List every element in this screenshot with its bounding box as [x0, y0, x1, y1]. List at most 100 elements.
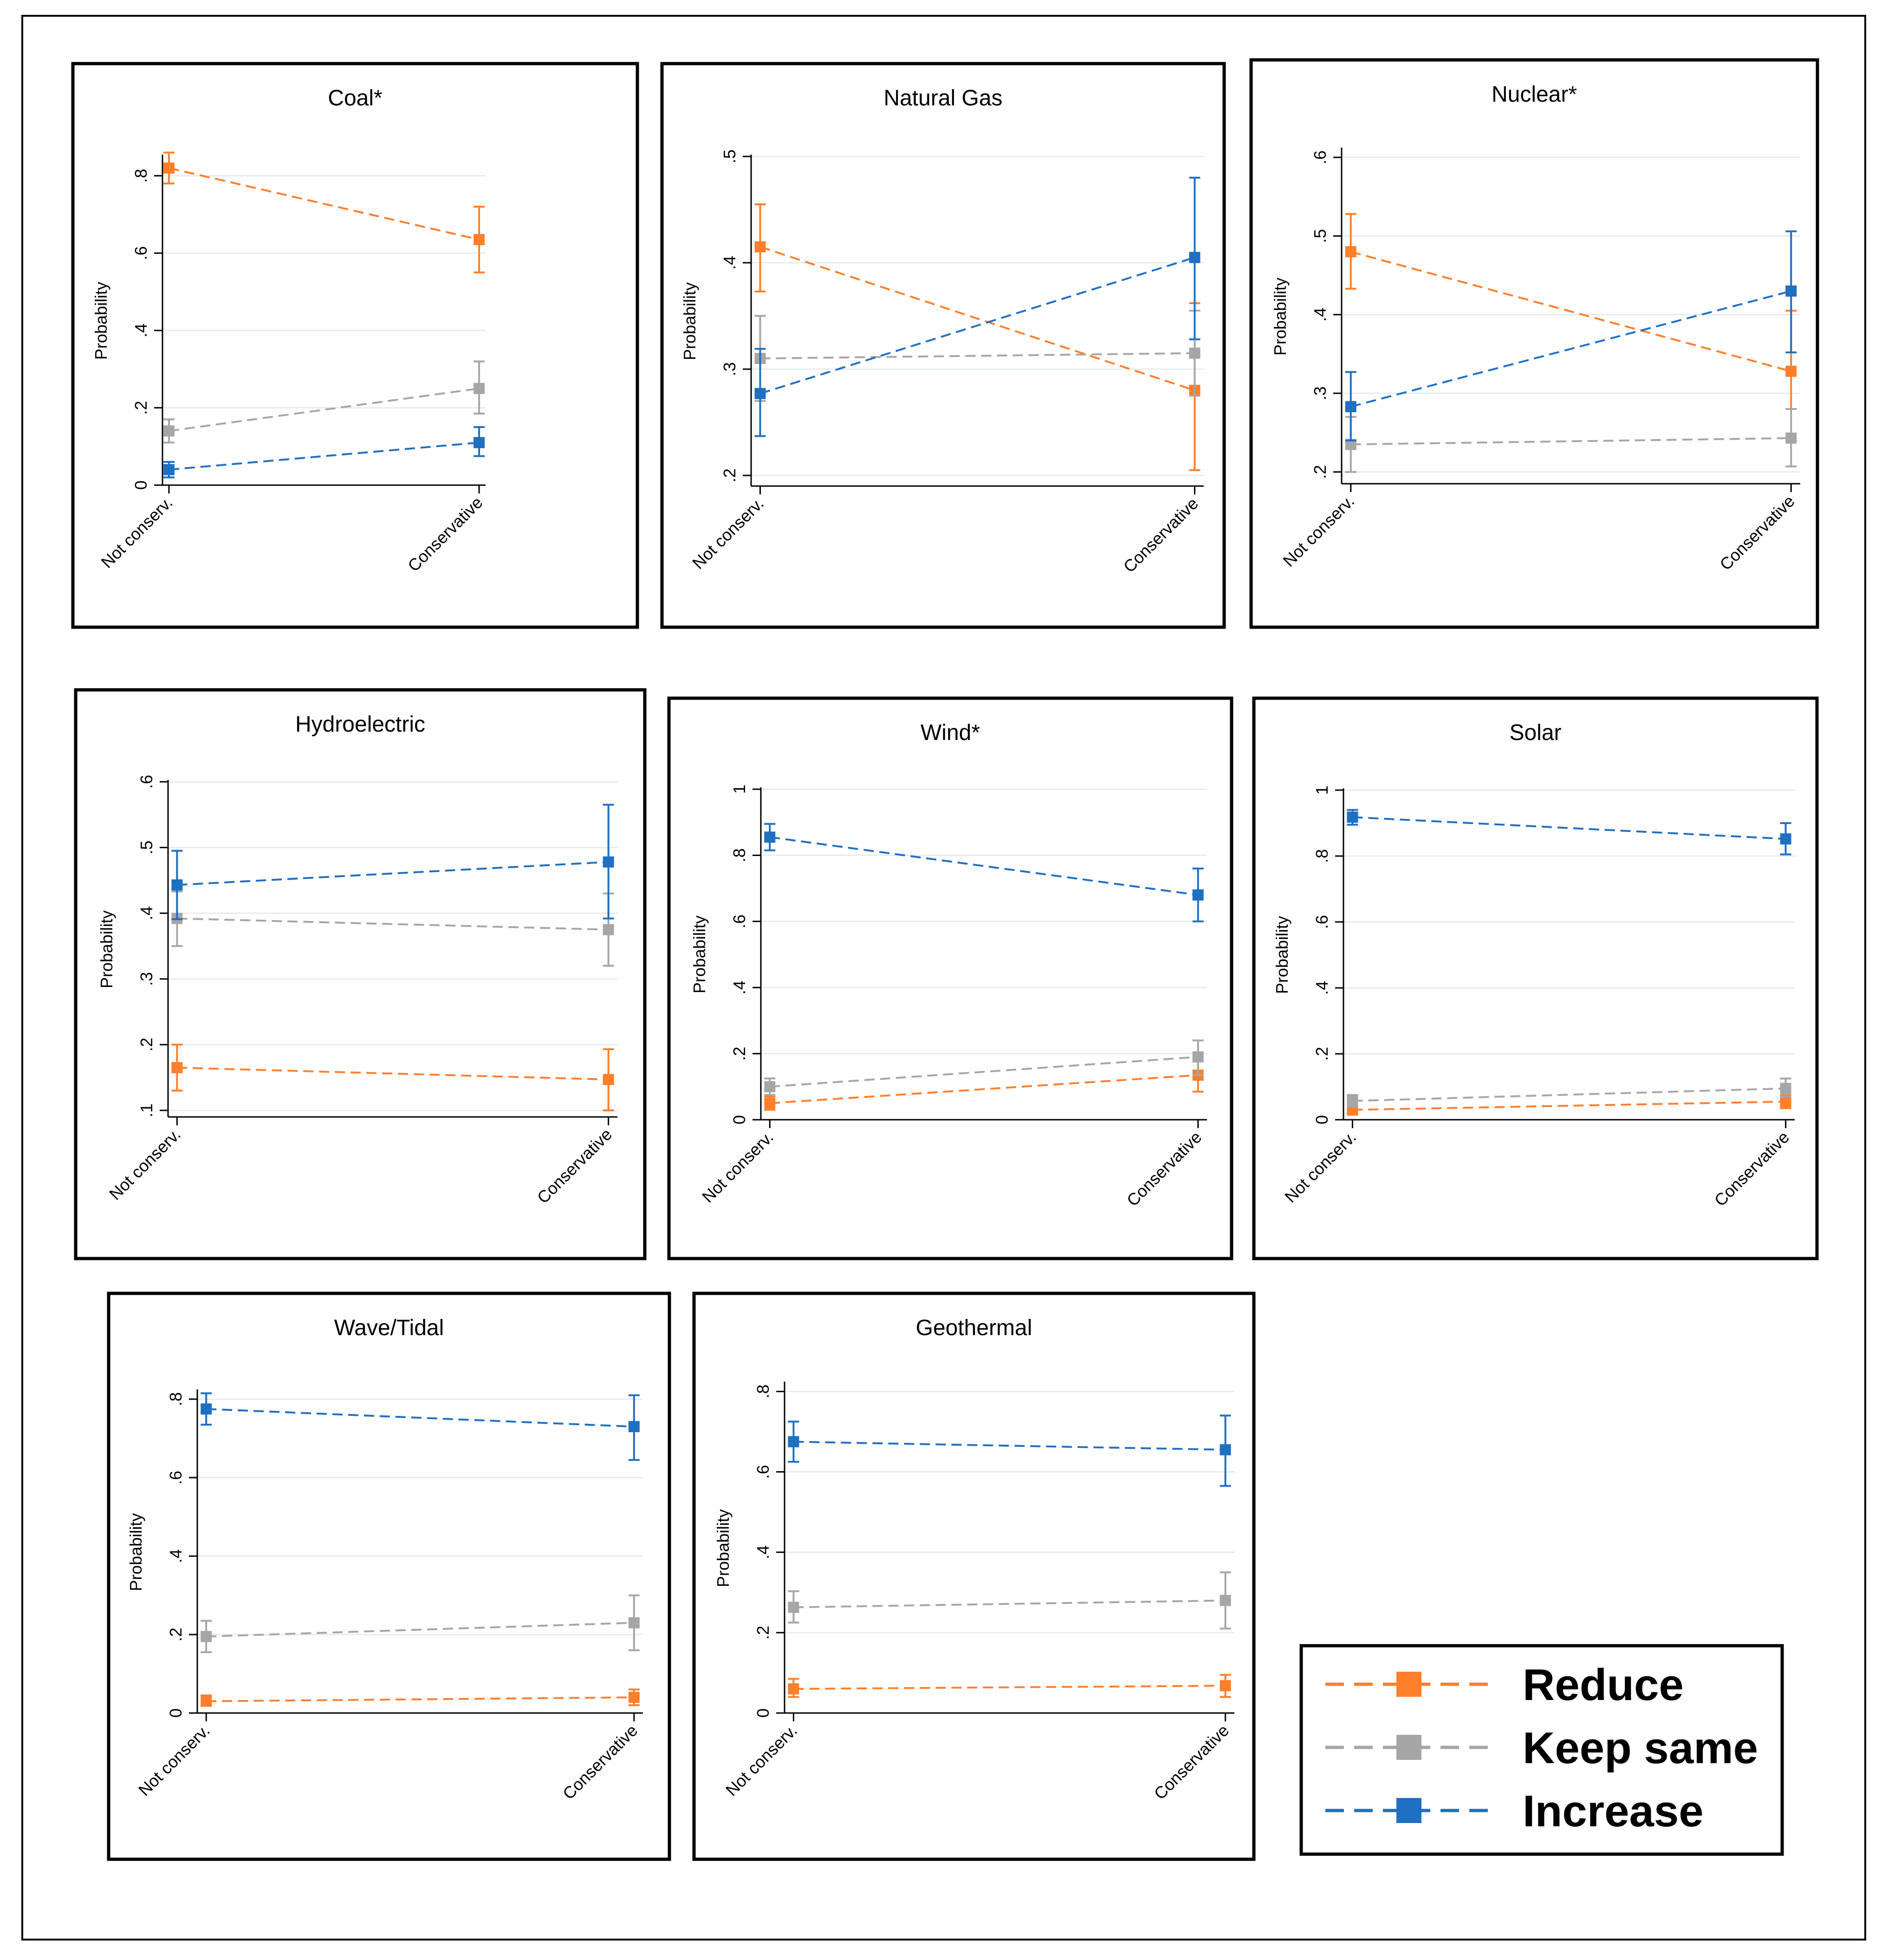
legend: Reduce Keep same Increase — [1299, 1644, 1784, 1856]
data-point — [1220, 1595, 1231, 1606]
data-point — [474, 234, 485, 246]
legend-frame — [1299, 1644, 1784, 1856]
series-increase — [754, 176, 1200, 437]
y-tick-label: .2 — [730, 1047, 749, 1061]
data-point — [1347, 811, 1358, 823]
y-tick-label: 0 — [166, 1708, 185, 1718]
y-tick-label: .6 — [131, 246, 150, 260]
panel-title: Hydroelectric — [295, 712, 425, 737]
y-tick-label: 1 — [1312, 785, 1331, 795]
y-tick-label: .2 — [1311, 465, 1330, 479]
legend-label: Keep same — [1523, 1723, 1758, 1773]
data-point — [628, 1421, 640, 1433]
data-point — [171, 1062, 183, 1073]
y-tick-label: .4 — [730, 980, 749, 994]
y-axis-title: Probability — [91, 282, 110, 360]
series-reduce — [163, 151, 485, 273]
figure-frame — [21, 15, 1866, 1941]
series-increase — [1347, 809, 1791, 856]
panel-title: Coal* — [328, 86, 382, 110]
data-point — [1345, 401, 1356, 412]
y-tick-label: 0 — [730, 1115, 749, 1124]
y-tick-label: .3 — [137, 972, 156, 986]
data-point — [474, 437, 485, 448]
data-point — [1192, 889, 1204, 901]
y-tick-label: .4 — [720, 256, 739, 270]
panel-frame — [1252, 696, 1819, 1260]
data-point — [1785, 432, 1797, 444]
y-tick-label: .2 — [1312, 1047, 1331, 1061]
panel-frame — [71, 62, 639, 629]
data-point — [474, 383, 485, 394]
y-tick-label: .4 — [137, 906, 156, 920]
panel-frame — [692, 1292, 1256, 1861]
series-line — [1350, 251, 1791, 372]
y-tick-label: .8 — [131, 169, 150, 183]
data-point — [163, 464, 175, 475]
y-axis-title: Probability — [1271, 278, 1290, 356]
y-tick-label: .6 — [166, 1471, 185, 1485]
panel-hydroelectric: Hydroelectric.1.2.3.4.5.6ProbabilityNot … — [74, 688, 647, 1260]
data-point — [163, 425, 175, 437]
y-tick-label: .4 — [1311, 308, 1330, 322]
y-tick-label: 0 — [1312, 1115, 1331, 1124]
series-line — [1350, 437, 1791, 446]
data-point — [603, 1074, 614, 1085]
series-line — [793, 1685, 1226, 1690]
data-point — [788, 1436, 799, 1447]
y-tick-label: .2 — [137, 1038, 156, 1051]
y-tick-label: .4 — [753, 1545, 772, 1559]
legend-marker — [1396, 1735, 1421, 1760]
series-keep-same — [764, 1039, 1204, 1096]
legend-item-reduce: Reduce — [1325, 1660, 1684, 1710]
data-point — [1780, 833, 1791, 845]
panel-frame — [74, 688, 647, 1260]
data-point — [603, 924, 614, 935]
panel-frame — [660, 62, 1226, 629]
series-line — [759, 256, 1195, 395]
series-increase — [171, 804, 614, 920]
panel-frame — [667, 696, 1233, 1260]
series-increase — [764, 823, 1204, 922]
y-tick-label: .8 — [1312, 849, 1331, 863]
y-tick-label: .2 — [166, 1628, 185, 1642]
panel-title: Geothermal — [916, 1316, 1032, 1340]
y-tick-label: .8 — [730, 848, 749, 862]
series-line — [770, 1056, 1198, 1088]
data-point — [628, 1617, 640, 1629]
y-axis-title: Probability — [690, 915, 709, 993]
data-point — [1220, 1680, 1231, 1692]
series-line — [793, 1599, 1226, 1609]
data-point — [201, 1695, 212, 1707]
data-point — [1345, 246, 1356, 258]
y-tick-label: .6 — [753, 1465, 772, 1479]
series-increase — [163, 426, 485, 479]
data-point — [764, 1097, 776, 1109]
series-line — [206, 1696, 634, 1702]
series-reduce — [754, 203, 1200, 471]
data-point — [603, 856, 614, 868]
series-reduce — [201, 1688, 640, 1707]
series-increase — [1345, 230, 1797, 441]
y-axis-title: Probability — [97, 910, 116, 988]
series-keep-same — [788, 1571, 1231, 1630]
data-point — [1347, 1095, 1358, 1107]
series-reduce — [1347, 1094, 1791, 1116]
y-tick-label: .3 — [1311, 386, 1330, 400]
data-point — [1189, 252, 1200, 263]
panel-frame — [1249, 58, 1819, 629]
y-axis-title: Probability — [680, 282, 699, 360]
series-line — [1352, 1087, 1786, 1102]
data-point — [754, 388, 766, 399]
series-line — [206, 1408, 634, 1428]
y-tick-label: .6 — [1311, 150, 1330, 164]
panel-title: Natural Gas — [883, 86, 1002, 110]
series-line — [169, 387, 480, 432]
data-point — [754, 241, 766, 253]
y-tick-label: .4 — [166, 1549, 185, 1563]
data-point — [764, 831, 776, 843]
data-point — [1192, 1051, 1204, 1063]
